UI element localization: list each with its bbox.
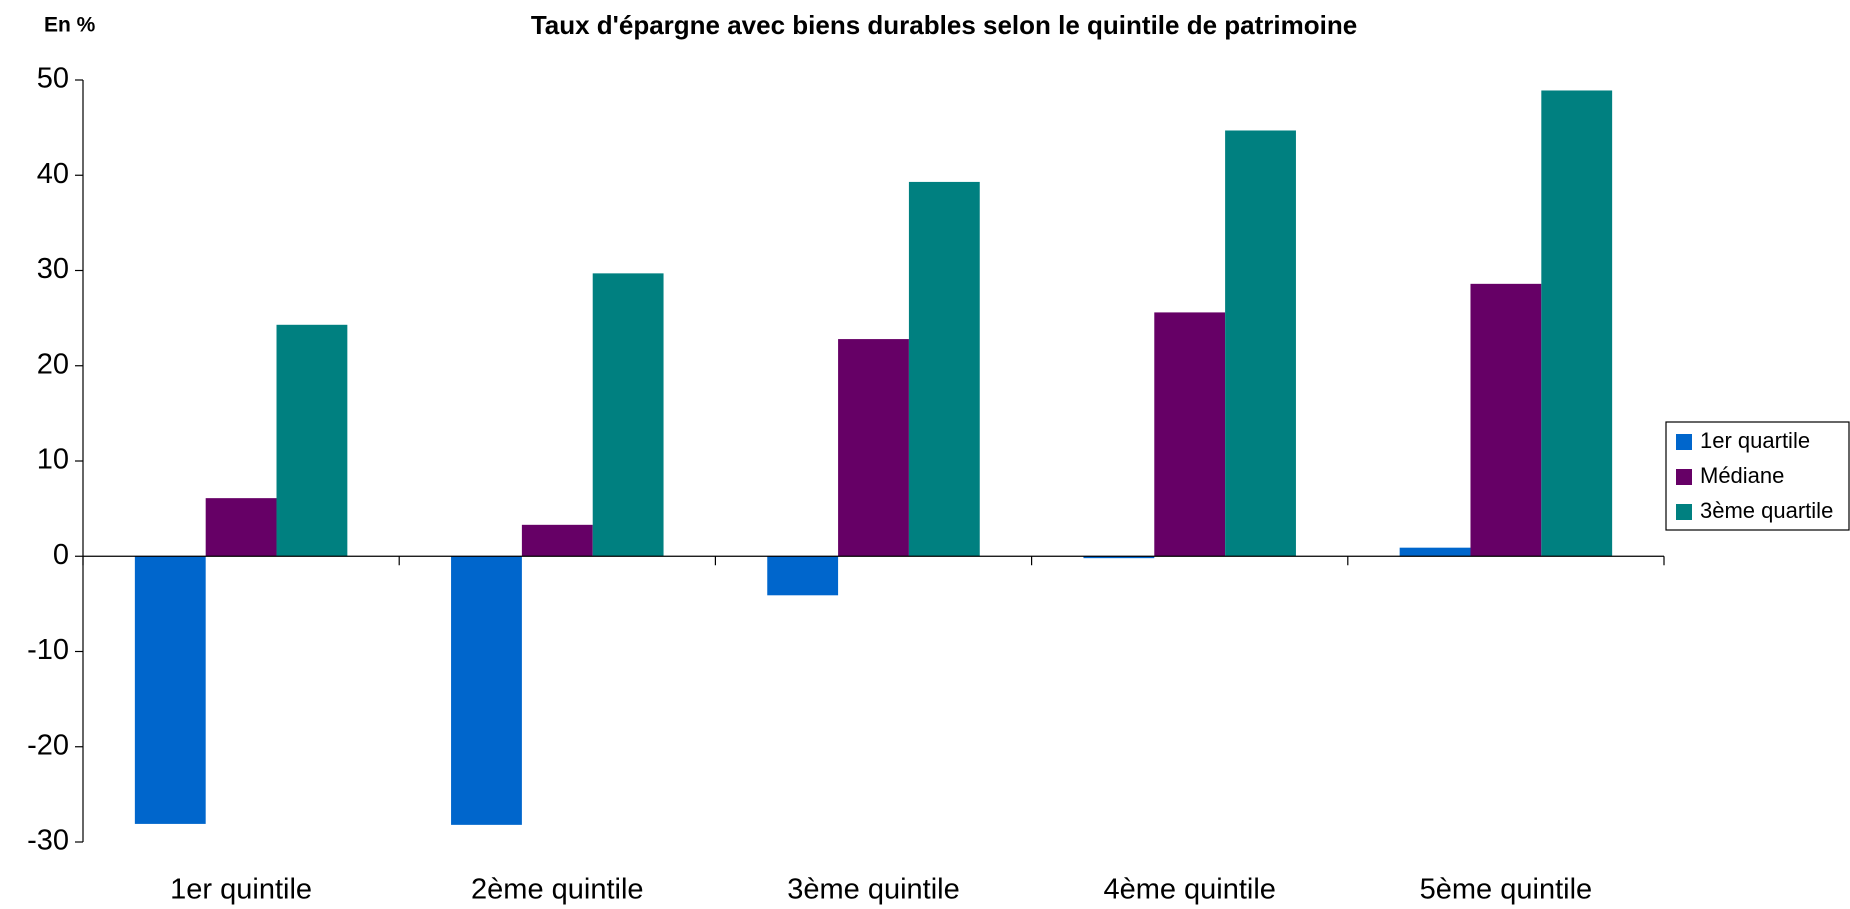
legend-label: Médiane — [1700, 463, 1784, 488]
legend-label: 1er quartile — [1700, 428, 1810, 453]
bar — [592, 273, 664, 557]
bar — [767, 556, 839, 596]
x-tick-label: 2ème quintile — [471, 874, 644, 906]
y-tick-label: -20 — [27, 729, 69, 761]
legend-box — [1665, 421, 1850, 531]
bar — [276, 324, 348, 557]
bar — [205, 498, 277, 557]
x-tick-label: 5ème quintile — [1420, 874, 1593, 906]
bar — [838, 339, 909, 557]
chart-title: Taux d'épargne avec biens durables selon… — [531, 10, 1357, 40]
bar — [908, 181, 980, 557]
y-tick-label: -30 — [27, 825, 69, 857]
y-tick-label: 40 — [37, 158, 69, 190]
bar — [1470, 283, 1542, 557]
bar — [1399, 547, 1471, 557]
y-axis-label: En % — [44, 14, 96, 37]
bar — [1225, 130, 1296, 557]
legend-swatch — [1676, 469, 1692, 485]
bar — [451, 556, 522, 825]
bar — [134, 556, 206, 824]
y-tick-label: 10 — [37, 444, 69, 476]
y-tick-label: 50 — [37, 63, 69, 95]
x-tick-label: 3ème quintile — [787, 874, 960, 906]
y-tick-label: 0 — [53, 539, 69, 571]
bar — [521, 524, 593, 557]
y-tick-label: 30 — [37, 253, 69, 285]
x-tick-label: 4ème quintile — [1103, 874, 1276, 906]
legend-swatch — [1676, 504, 1692, 520]
y-tick-label: 20 — [37, 348, 69, 380]
y-tick-label: -10 — [27, 634, 69, 666]
bar — [1083, 556, 1155, 559]
bar — [1154, 312, 1226, 557]
bar — [1541, 90, 1613, 557]
x-tick-label: 1er quintile — [170, 874, 312, 906]
legend-swatch — [1676, 434, 1692, 450]
legend-label: 3ème quartile — [1700, 498, 1833, 523]
